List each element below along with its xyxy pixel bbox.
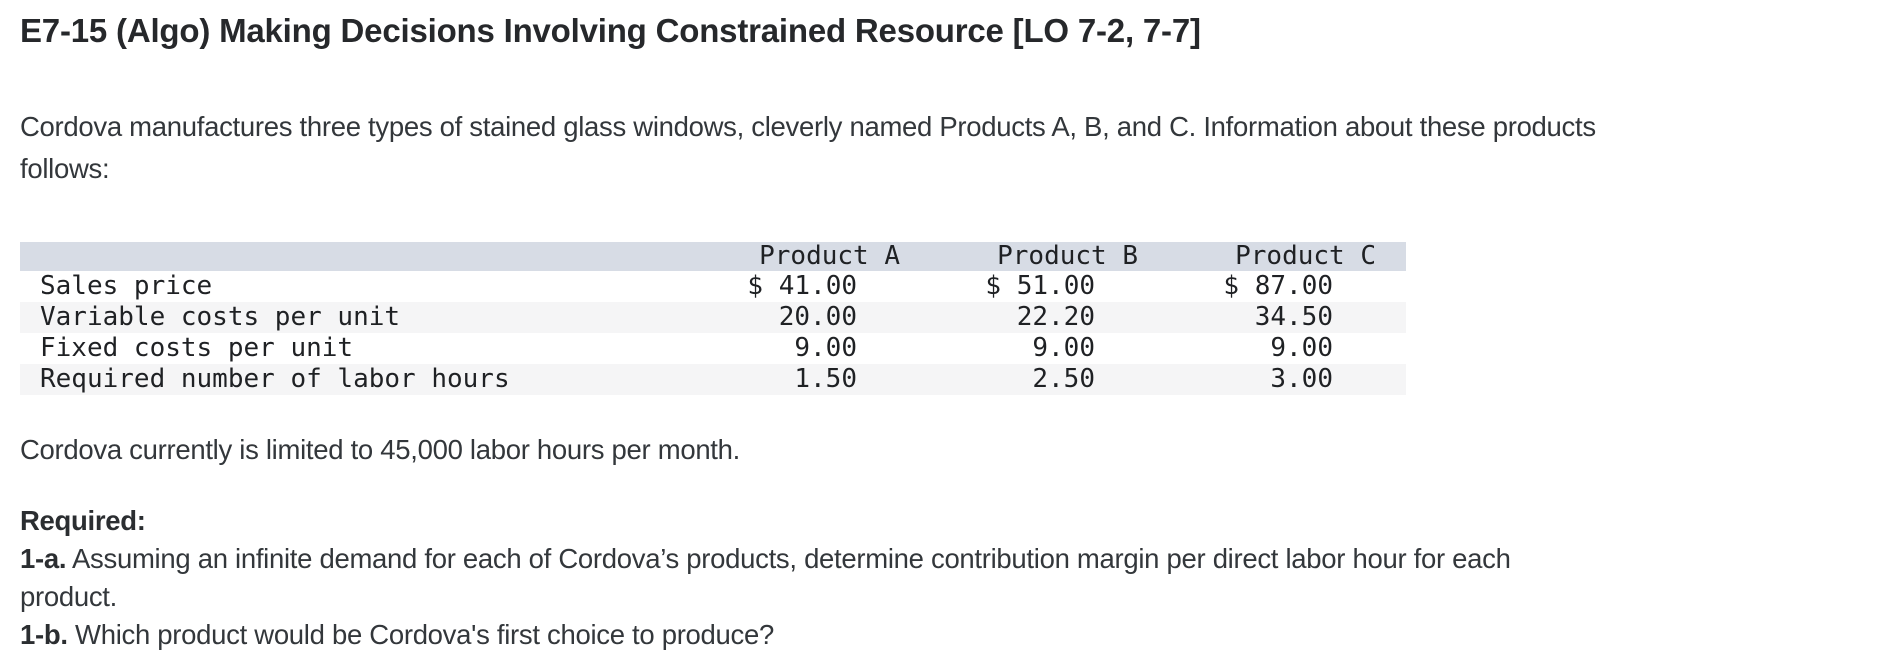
value-cell: 34.50	[1254, 302, 1333, 332]
column-header-product-b: Product B	[997, 241, 1138, 271]
requirement-1a-line2: product.	[20, 581, 117, 612]
value-cell: $ 51.00	[985, 271, 1095, 301]
requirement-1b-label: 1-b.	[20, 619, 68, 650]
intro-line-2: follows:	[20, 153, 110, 184]
table-row: Fixed costs per unit 9.00 9.00 9.00	[20, 333, 1406, 364]
row-label: Required number of labor hours	[40, 364, 510, 394]
value-cell: 2.50	[1032, 364, 1095, 394]
requirement-1a: 1-a. Assuming an infinite demand for eac…	[20, 540, 1882, 616]
value-cell: 22.20	[1016, 302, 1095, 332]
products-table-head: Product A Product B Product C	[20, 242, 1406, 271]
value-cell: $ 87.00	[1223, 271, 1333, 301]
table-row: Required number of labor hours 1.50 2.50 3.…	[20, 364, 1406, 395]
table-row: Sales price $ 41.00 $ 51.00 $ 87.00	[20, 271, 1406, 302]
value-cell: 9.00	[1032, 333, 1095, 363]
requirement-1a-label: 1-a.	[20, 543, 67, 574]
products-table: Product A Product B Product C Sales pric…	[20, 242, 1406, 395]
column-header-product-c: Product C	[1235, 241, 1376, 271]
intro-line-1: Cordova manufactures three types of stai…	[20, 111, 1596, 142]
page-title: E7-15 (Algo) Making Decisions Involving …	[20, 12, 1201, 49]
products-table-body: Sales price $ 41.00 $ 51.00 $ 87.00 Variable…	[20, 271, 1406, 395]
header-row: Product A Product B Product C	[20, 242, 1406, 271]
intro-paragraph: Cordova manufactures three types of stai…	[20, 48, 1882, 190]
row-label: Sales price	[40, 271, 213, 301]
corner-cell	[20, 242, 692, 271]
value-cell: 1.50	[794, 364, 857, 394]
requirement-1b: 1-b. Which product would be Cordova's fi…	[20, 616, 1882, 654]
value-cell: 9.00	[794, 333, 857, 363]
requirement-1b-line1: Which product would be Cordova's first c…	[75, 619, 774, 650]
constraint-paragraph: Cordova currently is limited to 45,000 l…	[20, 434, 740, 465]
value-cell: 20.00	[778, 302, 857, 332]
value-cell: $ 41.00	[747, 271, 857, 301]
row-label: Variable costs per unit	[40, 302, 401, 332]
table-row: Variable costs per unit 20.00 22.20 34.50	[20, 302, 1406, 333]
required-section: Required: 1-a. Assuming an infinite dema…	[20, 470, 1882, 654]
value-cell: 9.00	[1270, 333, 1333, 363]
required-heading: Required:	[20, 505, 146, 536]
row-label: Fixed costs per unit	[40, 333, 354, 363]
requirement-1a-line1: Assuming an infinite demand for each of …	[72, 543, 1511, 574]
column-header-product-a: Product A	[759, 241, 900, 271]
value-cell: 3.00	[1270, 364, 1333, 394]
